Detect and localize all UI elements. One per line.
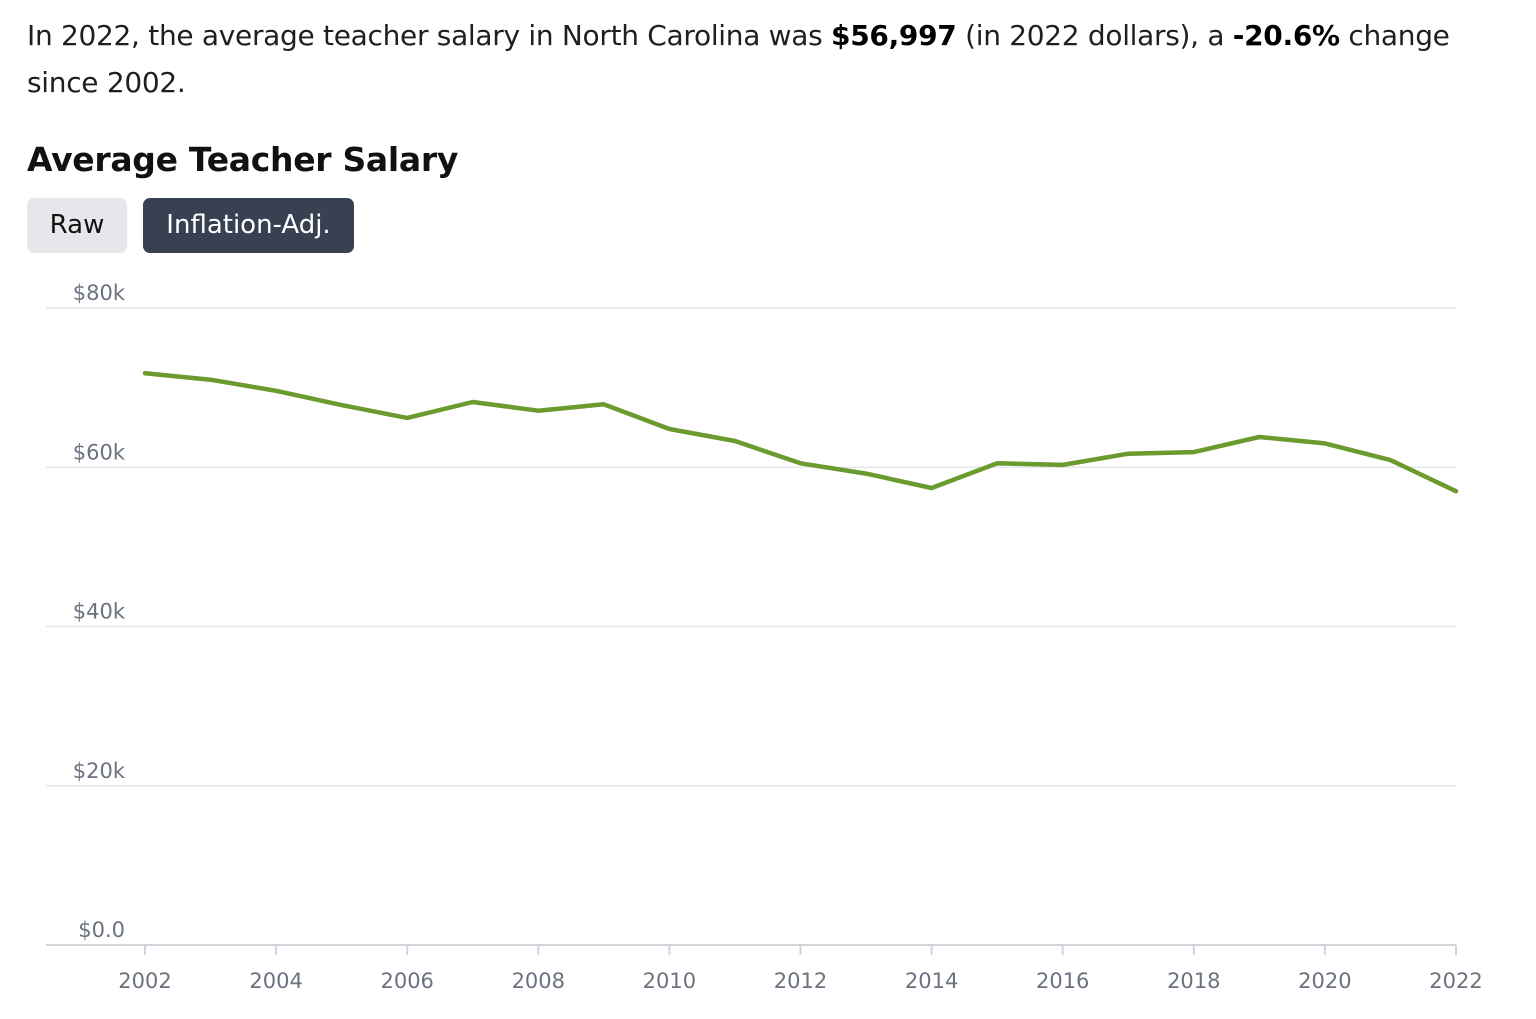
summary-salary: $56,997 xyxy=(831,19,957,52)
y-tick-label: $40k xyxy=(73,600,126,624)
y-tick-label: $0.0 xyxy=(78,918,125,942)
x-tick-label: 2006 xyxy=(380,969,433,993)
y-tick-label: $20k xyxy=(73,759,126,783)
x-tick-label: 2008 xyxy=(512,969,565,993)
raw-toggle-button[interactable]: Raw xyxy=(27,198,127,253)
summary-middle: (in 2022 dollars), a xyxy=(956,19,1233,52)
x-tick-label: 2012 xyxy=(774,969,827,993)
x-tick-label: 2022 xyxy=(1429,969,1482,993)
y-tick-label: $60k xyxy=(73,440,126,464)
summary-suffix: change since 2002. xyxy=(27,19,1450,99)
chart-title: Average Teacher Salary xyxy=(27,140,459,179)
x-tick-label: 2018 xyxy=(1167,969,1220,993)
salary-series-line xyxy=(142,371,1459,494)
y-tick-label: $80k xyxy=(73,281,126,305)
summary-change: -20.6% xyxy=(1232,19,1340,52)
x-tick-label: 2002 xyxy=(118,969,171,993)
x-tick-label: 2014 xyxy=(905,969,958,993)
x-tick-label: 2016 xyxy=(1036,969,1089,993)
inflation-adjusted-toggle-button[interactable]: Inflation-Adj. xyxy=(143,198,354,253)
x-tick-label: 2020 xyxy=(1298,969,1351,993)
summary-prefix: In 2022, the average teacher salary in N… xyxy=(27,19,832,52)
x-tick-label: 2004 xyxy=(249,969,302,993)
x-tick-label: 2010 xyxy=(643,969,696,993)
summary-text: In 2022, the average teacher salary in N… xyxy=(27,12,1527,106)
